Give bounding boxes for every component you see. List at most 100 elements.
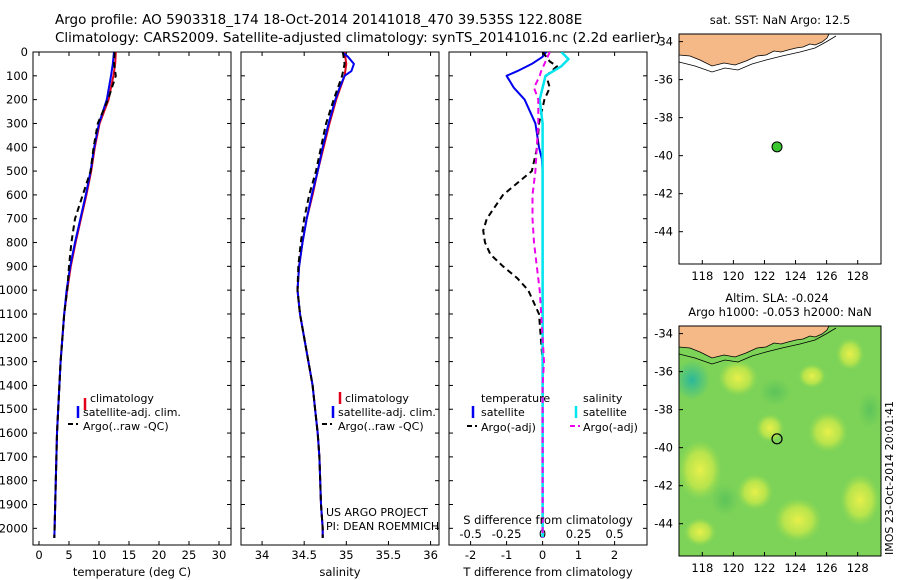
depth-tick-label: 1900 xyxy=(0,498,28,512)
x-tick-label: 2 xyxy=(611,548,618,562)
legend-t-argo-label: Argo(-adj) xyxy=(481,421,536,434)
credit-line-1: US ARGO PROJECT xyxy=(326,506,428,519)
x-tick-label: 5 xyxy=(65,548,72,562)
salinity-legend: climatology satellite-adj. clim. Argo(..… xyxy=(322,392,436,433)
lon-tick-label: 120 xyxy=(722,269,744,283)
lat-tick-label: -36 xyxy=(654,365,673,379)
legend-temperature-header: temperature xyxy=(481,392,550,405)
difference-plot-frame xyxy=(448,51,648,546)
depth-tick-label: 300 xyxy=(6,116,28,130)
sla-map-title-1: Altim. SLA: -0.024 xyxy=(725,291,829,305)
sla-map-frame xyxy=(678,325,882,557)
temp-climatology-line xyxy=(53,52,117,538)
lon-tick-label: 128 xyxy=(847,269,869,283)
depth-tick-label: 500 xyxy=(6,164,28,178)
sal-argo-line xyxy=(296,52,346,538)
argo-float-marker xyxy=(771,141,783,153)
x-tick-label: -2 xyxy=(465,548,476,562)
depth-tick-label: 900 xyxy=(6,259,28,273)
x-tick-label: 34 xyxy=(255,548,270,562)
lat-tick-label: -34 xyxy=(654,327,673,341)
depth-tick-label: 1000 xyxy=(0,283,28,297)
title-line-2: Climatology: CARS2009. Satellite-adjuste… xyxy=(55,30,661,46)
credit-line-2: PI: DEAN ROEMMICH xyxy=(326,520,439,533)
sla-map: Altim. SLA: -0.024 Argo h1000: -0.053 h2… xyxy=(654,291,882,575)
diff-sal-satellite-line xyxy=(538,52,570,538)
x-tick-label: 0 xyxy=(539,548,546,562)
legend-argo-label: Argo(..raw -QC) xyxy=(338,420,424,433)
depth-tick-label: 100 xyxy=(6,69,28,83)
legend-climatology-label: climatology xyxy=(345,392,409,405)
top-tick-label: -0.5 xyxy=(459,527,481,541)
sst-map-coastline xyxy=(678,33,830,67)
x-tick-label: 0 xyxy=(35,548,42,562)
lon-tick-label: 118 xyxy=(691,269,713,283)
depth-tick-label: 1700 xyxy=(0,450,28,464)
lat-tick-label: -34 xyxy=(654,35,673,49)
legend-t-satellite-label: satellite xyxy=(481,406,525,419)
x-tick-label: 25 xyxy=(182,548,197,562)
sal-satellite-line xyxy=(296,52,355,538)
depth-tick-label: 1600 xyxy=(0,426,28,440)
salinity-xlabel: salinity xyxy=(319,565,360,579)
temperature-plot-frame xyxy=(32,51,232,546)
temperature-legend: climatology satellite-adj. clim. Argo(..… xyxy=(68,392,181,433)
legend-argo-label: Argo(..raw -QC) xyxy=(83,420,169,433)
lat-tick-label: -38 xyxy=(654,111,673,125)
legend-salinity-header: salinity xyxy=(583,392,623,405)
lon-tick-label: 118 xyxy=(691,561,713,575)
depth-tick-label: 1200 xyxy=(0,331,28,345)
difference-panel: -2 -1 0 1 2-0.5 -0.25 0 0.25 0.5 T difference fr… xyxy=(448,51,648,579)
lon-tick-label: 126 xyxy=(816,561,838,575)
lon-tick-label: 122 xyxy=(753,561,775,575)
sla-map-title-2: Argo h1000: -0.053 h2000: NaN xyxy=(688,305,872,319)
lat-tick-label: -44 xyxy=(654,517,673,531)
difference-top-label: S difference from climatology xyxy=(463,513,633,527)
legend-satellite-label: satellite-adj. clim. xyxy=(83,406,181,419)
depth-tick-label: 0 xyxy=(21,45,28,59)
lon-tick-label: 120 xyxy=(722,561,744,575)
x-tick-label: 20 xyxy=(152,548,167,562)
depth-tick-label: 1300 xyxy=(0,355,28,369)
side-stamp-text: IMOS 23-Oct-2014 20:01:41 xyxy=(883,401,896,555)
argo-float-marker xyxy=(771,433,783,445)
top-tick-label: 0.25 xyxy=(566,527,592,541)
depth-tick-label: 1400 xyxy=(0,378,28,392)
legend-satellite-label: satellite-adj. clim. xyxy=(338,406,436,419)
x-tick-label: 36 xyxy=(423,548,438,562)
legend-s-argo-label: Argo(-adj) xyxy=(583,421,638,434)
lon-tick-label: 122 xyxy=(753,269,775,283)
depth-axis: 0 100 200 300 400 500 600 700 800 900 1000 1100 1200… xyxy=(0,45,647,535)
depth-tick-label: 1800 xyxy=(0,474,28,488)
lat-tick-label: -40 xyxy=(654,149,673,163)
temp-satellite-line xyxy=(53,52,115,538)
x-tick-label: 10 xyxy=(92,548,107,562)
temperature-xlabel: temperature (deg C) xyxy=(73,565,191,579)
lat-tick-label: -40 xyxy=(654,441,673,455)
salinity-plot-frame xyxy=(240,51,440,546)
x-tick-label: 15 xyxy=(122,548,137,562)
top-tick-label: 0.5 xyxy=(605,527,623,541)
sst-map-frame xyxy=(678,33,882,265)
sst-map-contour xyxy=(678,35,837,73)
depth-tick-label: 700 xyxy=(6,212,28,226)
lat-tick-label: -38 xyxy=(654,403,673,417)
x-tick-label: -1 xyxy=(501,548,512,562)
lat-tick-label: -36 xyxy=(654,73,673,87)
lat-tick-label: -42 xyxy=(654,479,673,493)
lon-tick-label: 128 xyxy=(847,561,869,575)
lon-tick-label: 126 xyxy=(816,269,838,283)
top-tick-label: -0.25 xyxy=(492,527,522,541)
diff-temp-satellite-line xyxy=(505,52,548,538)
depth-tick-label: 600 xyxy=(6,188,28,202)
diff-temp-argo-line xyxy=(482,52,558,538)
salinity-panel: 34 34.5 35 35.5 36 salinity climatology sate… xyxy=(240,51,440,579)
lon-tick-label: 124 xyxy=(785,561,807,575)
x-tick-label: 35.5 xyxy=(376,548,402,562)
depth-tick-label: 800 xyxy=(6,236,28,250)
difference-legend: temperature salinity satellite Argo(-adj… xyxy=(467,392,638,434)
depth-tick-label: 2000 xyxy=(0,521,28,535)
temp-argo-line xyxy=(53,52,117,538)
lat-tick-label: -42 xyxy=(654,187,673,201)
